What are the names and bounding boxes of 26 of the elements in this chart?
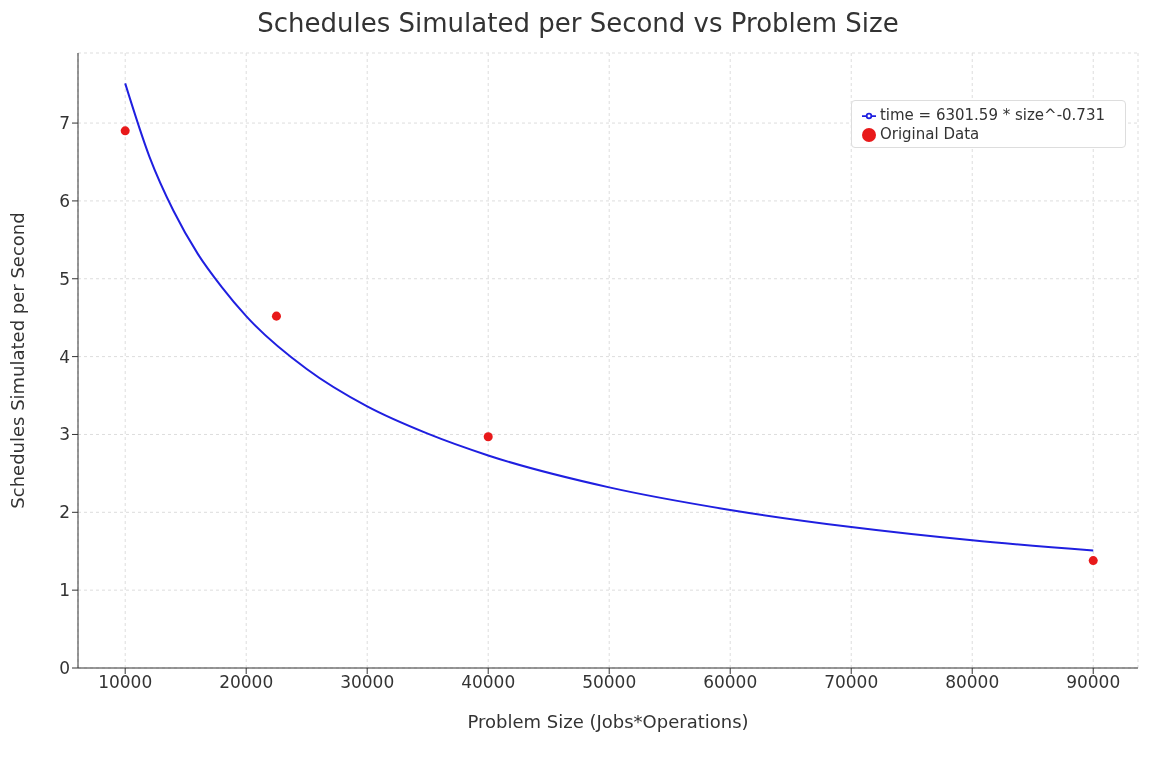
y-tick-label: 6 [59, 190, 70, 211]
y-tick-label: 1 [59, 580, 70, 601]
x-axis-title: Problem Size (Jobs*Operations) [467, 711, 749, 732]
x-tick-label: 20000 [219, 672, 274, 693]
legend-label: Original Data [879, 125, 980, 143]
point [120, 126, 130, 136]
point [1088, 556, 1098, 566]
y-axis-title: Schedules Simulated per Second [7, 212, 29, 509]
y-tick-label: 3 [59, 424, 70, 445]
y-tick-label: 2 [59, 502, 70, 523]
y-tick-label: 4 [59, 346, 70, 367]
x-tick-label: 70000 [824, 672, 879, 693]
point [271, 311, 281, 321]
x-tick-label: 80000 [945, 672, 1000, 693]
y-tick-label: 7 [59, 113, 70, 134]
x-tick-label: 60000 [703, 672, 758, 693]
legend-label: time = 6301.59 * size^-0.731 [879, 106, 1105, 124]
y-tick-label: 5 [59, 268, 70, 289]
y-tick-label: 0 [59, 658, 70, 679]
x-tick-label: 50000 [582, 672, 637, 693]
x-tick-label: 30000 [340, 672, 395, 693]
x-tick-label: 40000 [461, 672, 516, 693]
x-tick-label: 10000 [98, 672, 153, 693]
point [483, 432, 493, 442]
chart-title: Schedules Simulated per Second vs Problem Size [256, 8, 900, 40]
x-tick-label: 90000 [1066, 672, 1121, 693]
